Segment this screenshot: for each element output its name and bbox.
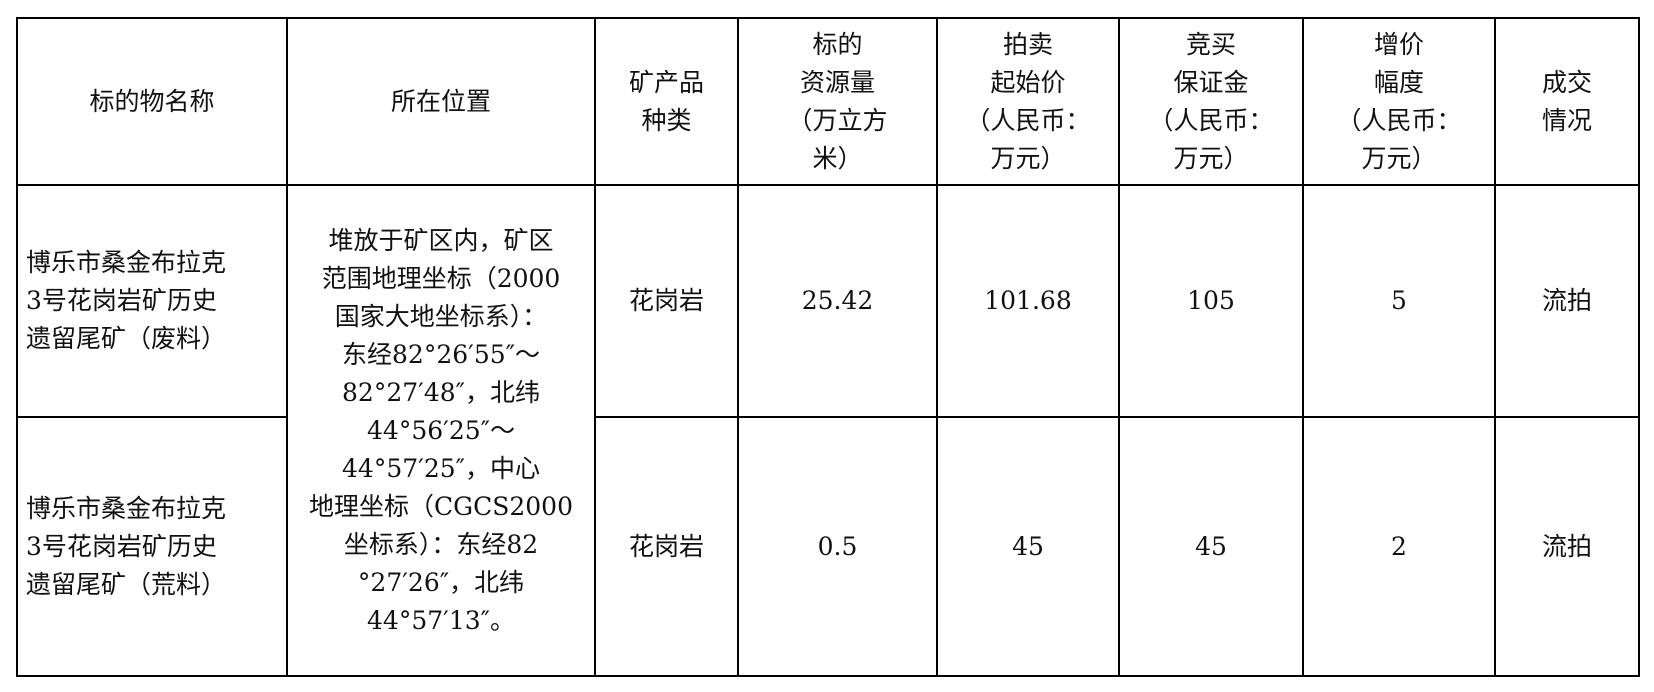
header-text: 拍卖 bbox=[1002, 29, 1053, 59]
header-text: 米） bbox=[812, 143, 863, 173]
header-text: 所在位置 bbox=[390, 86, 491, 116]
table-row: 博乐市桑金布拉克 3号花岗岩矿历史 遗留尾矿（荒料） 花岗岩 0.5 45 45… bbox=[16, 416, 1640, 677]
header-text: 幅度 bbox=[1373, 67, 1424, 97]
location-line: 堆放于矿区内，矿区 bbox=[328, 225, 554, 255]
header-text: （万立方 bbox=[787, 105, 888, 135]
header-increment: 增价 幅度 （人民币： 万元） bbox=[1302, 17, 1496, 186]
item-name: 博乐市桑金布拉克 3号花岗岩矿历史 遗留尾矿（废料） bbox=[16, 184, 288, 418]
name-line: 遗留尾矿（废料） bbox=[26, 324, 227, 353]
mineral-cell: 花岗岩 bbox=[594, 416, 739, 677]
name-line: 3号花岗岩矿历史 bbox=[26, 286, 217, 315]
header-text: 万元） bbox=[1173, 143, 1249, 173]
resource-cell: 0.5 bbox=[737, 416, 938, 677]
resource-cell: 25.42 bbox=[737, 184, 938, 418]
increment-cell: 2 bbox=[1302, 416, 1496, 677]
name-line: 3号花岗岩矿历史 bbox=[26, 531, 217, 561]
location-line: °27′26″，北纬 bbox=[357, 567, 525, 597]
table-row: 博乐市桑金布拉克 3号花岗岩矿历史 遗留尾矿（废料） 堆放于矿区内，矿区 范围地… bbox=[16, 184, 1640, 677]
header-text: （人民币： bbox=[1336, 105, 1462, 135]
start-price-cell: 45 bbox=[936, 416, 1120, 677]
item-name: 博乐市桑金布拉克 3号花岗岩矿历史 遗留尾矿（荒料） bbox=[16, 416, 288, 677]
status-cell: 流拍 bbox=[1494, 416, 1640, 677]
name-line: 博乐市桑金布拉克 bbox=[26, 493, 227, 523]
header-text: 增价 bbox=[1373, 29, 1424, 59]
header-text: 标的 bbox=[812, 29, 863, 59]
auction-table: 标的物名称 所在位置 矿产品 种类 标的 资源量 （万立方 米） 拍卖 起始价 … bbox=[16, 17, 1640, 677]
mineral-cell: 花岗岩 bbox=[594, 184, 739, 418]
header-text: 起始价 bbox=[990, 67, 1066, 97]
header-text: 标的物名称 bbox=[89, 86, 215, 116]
name-line: 博乐市桑金布拉克 bbox=[26, 248, 227, 277]
location-line: 坐标系）：东经82 bbox=[343, 529, 539, 559]
location-line: 东经82°26′55″～ bbox=[342, 339, 540, 369]
header-resource: 标的 资源量 （万立方 米） bbox=[737, 17, 938, 186]
start-price-cell: 101.68 bbox=[936, 184, 1120, 418]
header-mineral: 矿产品 种类 bbox=[594, 17, 739, 186]
header-text: （人民币： bbox=[965, 105, 1091, 135]
location-line: 44°57′13″。 bbox=[367, 605, 515, 635]
header-text: 矿产品 bbox=[628, 67, 704, 97]
header-text: （人民币： bbox=[1148, 105, 1274, 135]
location-line: 国家大地坐标系）： bbox=[334, 301, 548, 331]
location-cell: 堆放于矿区内，矿区 范围地理坐标（2000 国家大地坐标系）： 东经82°26′… bbox=[286, 184, 596, 677]
location-line: 地理坐标（CGCS2000 bbox=[309, 491, 573, 521]
deposit-cell: 105 bbox=[1118, 184, 1304, 418]
deposit-cell: 45 bbox=[1118, 416, 1304, 677]
name-line: 遗留尾矿（荒料） bbox=[26, 569, 227, 599]
increment-cell: 5 bbox=[1302, 184, 1496, 418]
header-text: 情况 bbox=[1541, 105, 1592, 135]
header-text: 成交 bbox=[1541, 67, 1592, 97]
header-text: 竞买 bbox=[1185, 29, 1236, 59]
status-cell: 流拍 bbox=[1494, 184, 1640, 418]
location-line: 44°56′25″～ bbox=[367, 415, 515, 445]
location-line: 范围地理坐标（2000 bbox=[321, 263, 561, 293]
header-text: 种类 bbox=[641, 105, 692, 135]
header-row: 标的物名称 所在位置 矿产品 种类 标的 资源量 （万立方 米） 拍卖 起始价 … bbox=[16, 17, 1640, 186]
header-deposit: 竞买 保证金 （人民币： 万元） bbox=[1118, 17, 1304, 186]
header-text: 万元） bbox=[990, 143, 1066, 173]
header-location: 所在位置 bbox=[286, 17, 596, 186]
location-line: 82°27′48″，北纬 bbox=[342, 377, 540, 407]
location-line: 44°57′25″，中心 bbox=[342, 453, 540, 483]
header-name: 标的物名称 bbox=[16, 17, 288, 186]
header-text: 万元） bbox=[1361, 143, 1437, 173]
header-text: 保证金 bbox=[1173, 67, 1249, 97]
header-status: 成交 情况 bbox=[1494, 17, 1640, 186]
header-start-price: 拍卖 起始价 （人民币： 万元） bbox=[936, 17, 1120, 186]
header-text: 资源量 bbox=[799, 67, 875, 97]
